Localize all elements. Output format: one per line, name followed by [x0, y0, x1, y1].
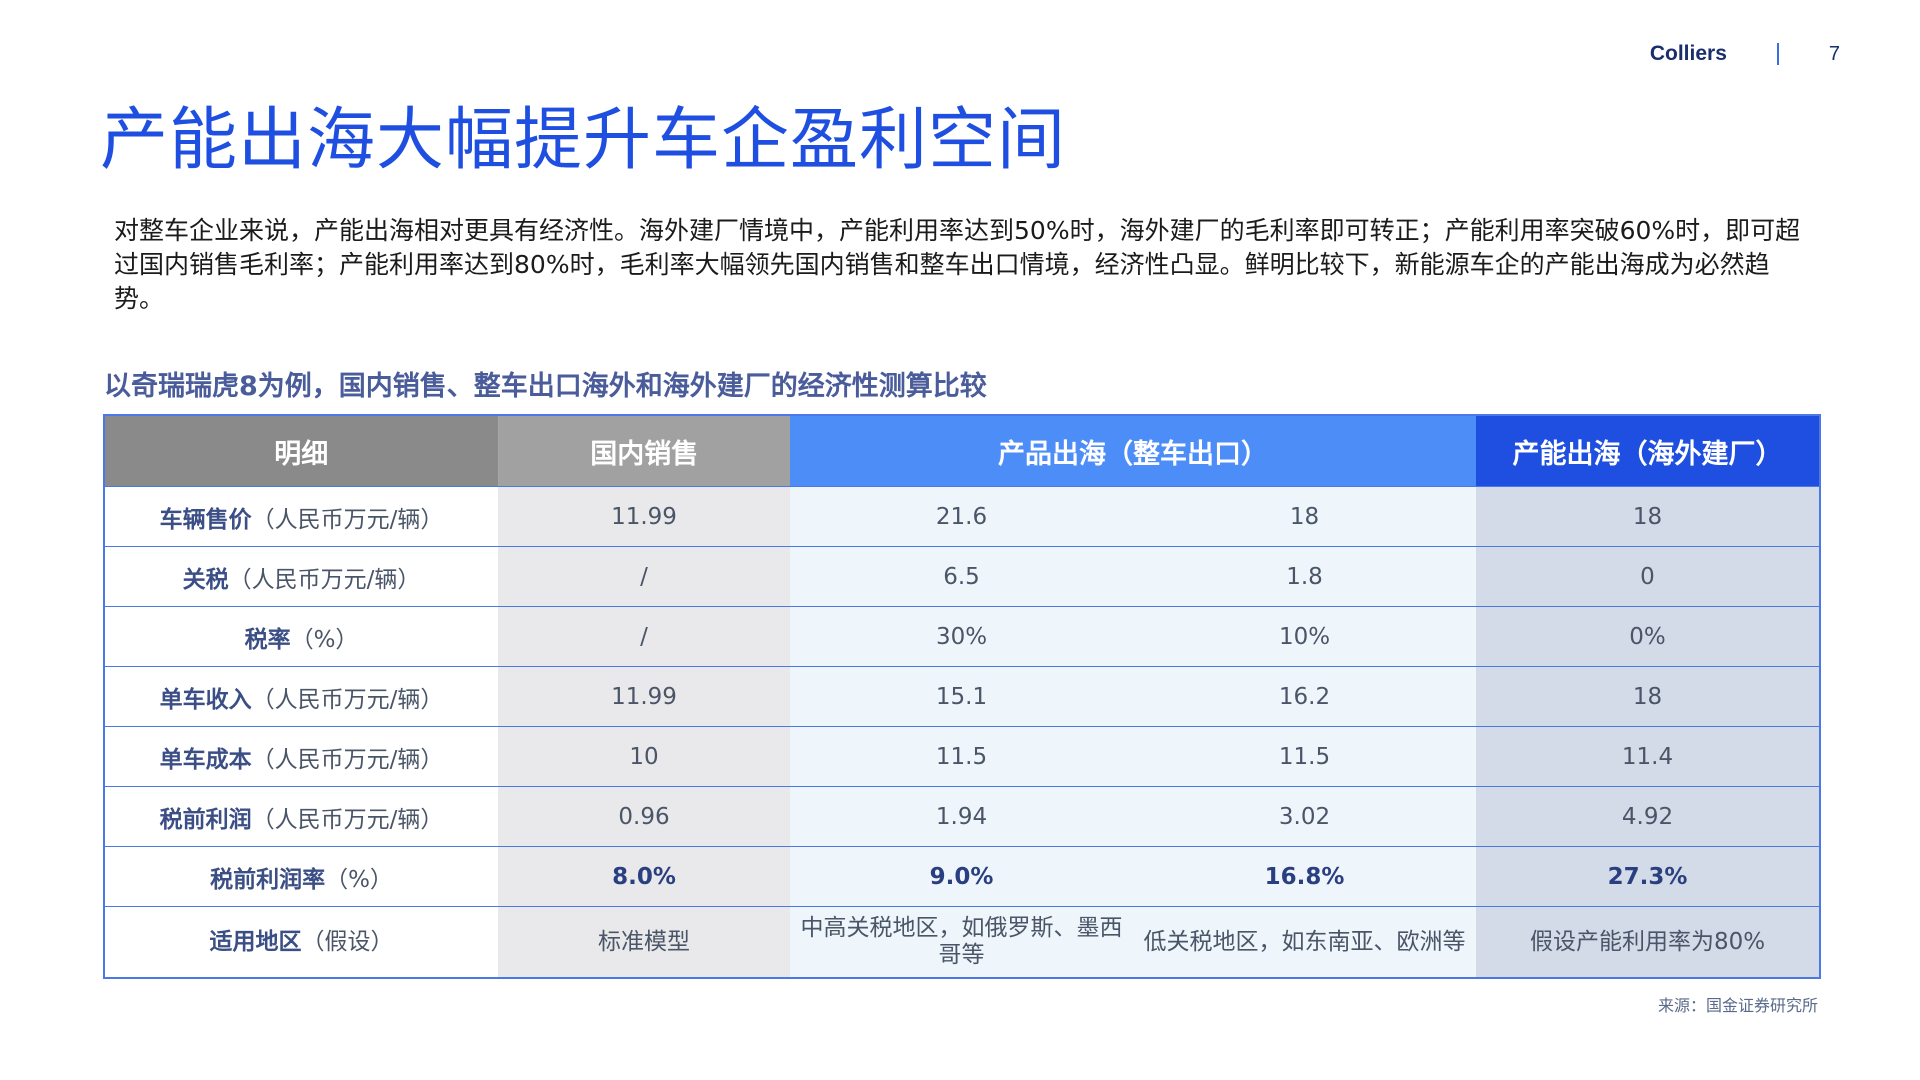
cell-export-low-tariff: 1.8 [1133, 546, 1476, 607]
cell-export-high-tariff: 9.0% [790, 846, 1133, 907]
cell-domestic: 8.0% [498, 846, 790, 907]
header-bar: Colliers 7 [1650, 40, 1840, 68]
cell-export-low-tariff: 18 [1133, 486, 1476, 547]
cell-domestic: 标准模型 [498, 906, 790, 979]
row-label: 税前利润率（%） [104, 846, 498, 907]
row-label: 适用地区（假设） [104, 906, 498, 979]
cell-overseas-plant: 假设产能利用率为80% [1476, 906, 1820, 979]
cell-overseas-plant: 11.4 [1476, 726, 1820, 787]
cell-domestic: 0.96 [498, 786, 790, 847]
cell-domestic: 10 [498, 726, 790, 787]
cell-overseas-plant: 27.3% [1476, 846, 1820, 907]
cell-overseas-plant: 0% [1476, 606, 1820, 667]
cell-export-high-tariff: 21.6 [790, 486, 1133, 547]
row-label: 车辆售价（人民币万元/辆） [104, 486, 498, 547]
header-domestic-sales: 国内销售 [498, 415, 790, 487]
row-label: 关税（人民币万元/辆） [104, 546, 498, 607]
cell-export-low-tariff: 16.2 [1133, 666, 1476, 727]
intro-paragraph: 对整车企业来说，产能出海相对更具有经济性。海外建厂情境中，产能利用率达到50%时… [114, 216, 1801, 313]
cell-export-high-tariff: 11.5 [790, 726, 1133, 787]
cell-export-low-tariff: 10% [1133, 606, 1476, 667]
table-row: 适用地区（假设） 标准模型 中高关税地区，如俄罗斯、墨西哥等 低关税地区，如东南… [104, 906, 1820, 979]
cell-overseas-plant: 0 [1476, 546, 1820, 607]
cell-export-low-tariff: 16.8% [1133, 846, 1476, 907]
table-row: 单车成本（人民币万元/辆） 10 11.5 11.5 11.4 [104, 726, 1820, 787]
header-detail: 明细 [104, 415, 499, 487]
brand-logo: Colliers [1649, 42, 1727, 65]
table-row: 关税（人民币万元/辆） / 6.5 1.8 0 [104, 546, 1820, 607]
header-vehicle-export: 产品出海（整车出口） [790, 415, 1476, 487]
cell-domestic: / [498, 546, 790, 607]
page-number: 7 [1828, 42, 1840, 65]
cell-export-high-tariff: 30% [790, 606, 1133, 667]
row-label: 单车收入（人民币万元/辆） [104, 666, 498, 727]
cell-overseas-plant: 4.92 [1476, 786, 1820, 847]
cell-domestic: / [498, 606, 790, 667]
table-title: 以奇瑞瑞虎8为例，国内销售、整车出口海外和海外建厂的经济性测算比较 [104, 371, 987, 402]
cell-export-low-tariff: 3.02 [1133, 786, 1476, 847]
cell-domestic: 11.99 [498, 666, 790, 727]
cell-export-high-tariff: 6.5 [790, 546, 1133, 607]
row-label: 税前利润（人民币万元/辆） [104, 786, 498, 847]
table-row: 税前利润（人民币万元/辆） 0.96 1.94 3.02 4.92 [104, 786, 1820, 847]
comparison-table: 明细 国内销售 产品出海（整车出口） 产能出海（海外建厂） 车辆售价（人民币万元… [103, 414, 1821, 979]
cell-export-low-tariff: 低关税地区，如东南亚、欧洲等 [1133, 906, 1476, 979]
source-note: 来源：国金证券研究所 [1657, 996, 1818, 1015]
table-row: 车辆售价（人民币万元/辆） 11.99 21.6 18 18 [104, 486, 1820, 547]
cell-overseas-plant: 18 [1476, 486, 1820, 547]
cell-domestic: 11.99 [498, 486, 790, 547]
table-row: 单车收入（人民币万元/辆） 11.99 15.1 16.2 18 [104, 666, 1820, 727]
header-overseas-plant: 产能出海（海外建厂） [1476, 415, 1820, 487]
table-row: 税前利润率（%） 8.0% 9.0% 16.8% 27.3% [104, 846, 1820, 907]
header-divider [1776, 43, 1779, 65]
cell-export-high-tariff: 中高关税地区，如俄罗斯、墨西哥等 [790, 906, 1133, 979]
cell-export-low-tariff: 11.5 [1133, 726, 1476, 787]
cell-overseas-plant: 18 [1476, 666, 1820, 727]
cell-export-high-tariff: 15.1 [790, 666, 1133, 727]
row-label: 税率（%） [104, 606, 498, 667]
table-row: 税率（%） / 30% 10% 0% [104, 606, 1820, 667]
row-label: 单车成本（人民币万元/辆） [104, 726, 498, 787]
table-header-row: 明细 国内销售 产品出海（整车出口） 产能出海（海外建厂） [104, 415, 1820, 487]
cell-export-high-tariff: 1.94 [790, 786, 1133, 847]
page-title: 产能出海大幅提升车企盈利空间 [100, 101, 1067, 180]
